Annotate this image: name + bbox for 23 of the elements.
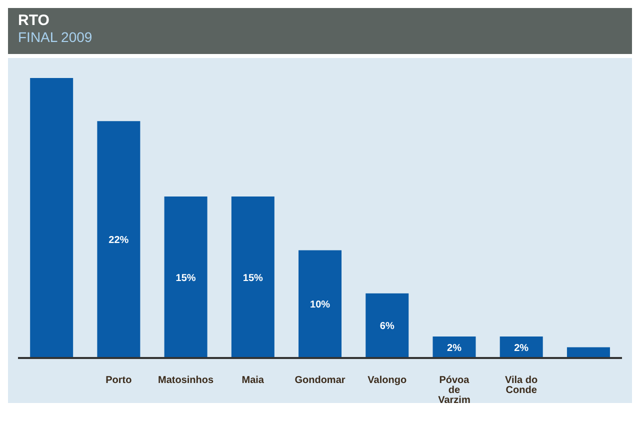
x-tick-label: Valongo [368, 375, 407, 386]
data-label: 10% [310, 300, 330, 311]
x-tick-label: Gondomar [294, 375, 346, 386]
data-label: 2% [447, 342, 462, 354]
x-tick-label: Matosinhos [158, 375, 214, 386]
x-tick-label: Maia [242, 375, 264, 386]
bar [97, 121, 140, 358]
x-tick-label: Porto [106, 375, 132, 386]
bar [366, 293, 409, 358]
bar [30, 78, 74, 358]
bar [231, 196, 274, 358]
data-label: 6% [380, 321, 394, 332]
bar [298, 250, 342, 358]
data-label: 15% [242, 272, 264, 284]
bar [164, 196, 208, 358]
data-label: 2% [514, 342, 529, 354]
bar [566, 347, 610, 358]
data-label: 22% [108, 235, 129, 246]
x-tick-label: Póvoa de Varzim [438, 375, 470, 406]
chart-subtitle: FINAL 2009 [18, 29, 94, 45]
data-label: 15% [176, 272, 196, 284]
chart-title: RTO [18, 12, 50, 29]
x-tick-label: Vila do Conde [505, 375, 538, 396]
